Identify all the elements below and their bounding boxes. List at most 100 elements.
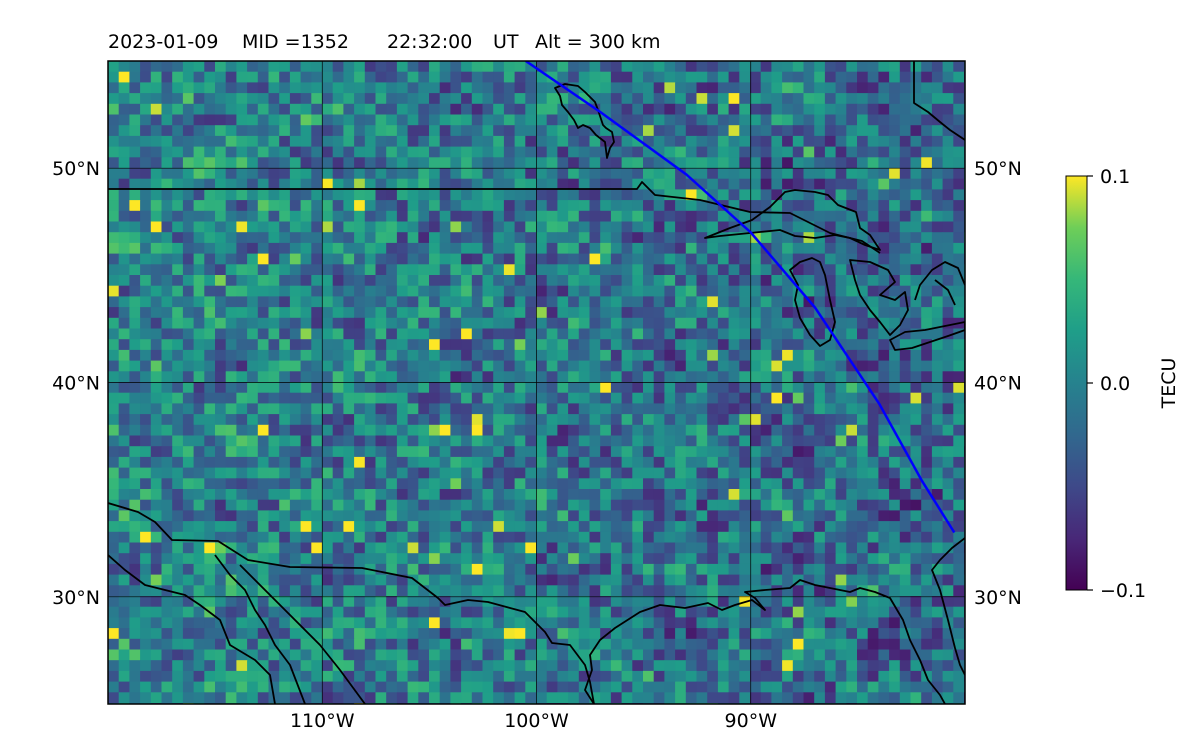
tec-cell	[675, 296, 687, 308]
tec-cell	[182, 114, 195, 126]
tec-cell	[364, 542, 376, 554]
lake-huron	[849, 259, 909, 336]
tec-cell	[215, 467, 227, 479]
tec-cell	[247, 681, 259, 693]
tec-cell	[375, 510, 387, 522]
tec-cell	[771, 606, 783, 618]
tec-cell	[482, 103, 494, 115]
tec-cell	[407, 638, 419, 650]
tec-cell	[429, 446, 441, 458]
tec-cell	[546, 392, 558, 404]
tec-cell	[493, 424, 505, 436]
tec-cell	[728, 360, 740, 372]
tec-cell	[375, 189, 387, 201]
tec-cell	[632, 146, 644, 158]
tec-cell	[300, 168, 312, 180]
tec-cell	[493, 542, 505, 554]
tec-cell	[364, 670, 376, 683]
tec-cell	[129, 424, 141, 436]
tec-cell	[150, 296, 162, 308]
tec-cell	[568, 456, 580, 469]
tec-cell	[675, 168, 687, 180]
tec-cell	[889, 296, 901, 308]
tec-cell	[247, 435, 259, 447]
tec-cell	[439, 499, 451, 511]
tec-cell	[364, 317, 376, 329]
tec-cell	[600, 467, 612, 479]
tec-cell	[557, 446, 569, 458]
tec-cell	[161, 296, 173, 308]
title-mid: MID =1352	[242, 31, 349, 53]
tec-cell	[204, 617, 216, 629]
tec-cell	[182, 499, 195, 511]
tec-cell	[482, 499, 494, 511]
tec-cell	[129, 285, 141, 297]
tec-cell	[236, 424, 248, 436]
tec-cell	[375, 617, 387, 629]
tec-cell	[857, 307, 869, 319]
tec-cell	[685, 360, 697, 372]
tec-cell	[536, 296, 548, 308]
tec-cell	[268, 189, 280, 201]
tec-cell	[289, 596, 302, 608]
tec-cell	[407, 617, 419, 629]
tec-cell	[268, 681, 280, 693]
tec-cell	[899, 200, 911, 212]
tec-cell	[247, 499, 259, 511]
tec-cell	[236, 135, 248, 148]
tec-cell	[760, 435, 772, 447]
tec-cell	[653, 253, 665, 265]
tec-cell	[343, 82, 355, 94]
tec-cell	[525, 392, 537, 404]
tec-cell	[439, 467, 451, 479]
tec-cell	[236, 61, 248, 73]
tec-cell	[664, 531, 676, 543]
tec-cell	[204, 264, 216, 276]
tec-cell	[857, 521, 869, 533]
tec-cell	[300, 628, 312, 640]
tec-cell	[921, 456, 933, 469]
tec-cell	[771, 328, 783, 340]
tec-cell	[760, 146, 772, 158]
tec-cell	[311, 617, 323, 629]
tec-cell	[215, 499, 227, 511]
tec-cell	[610, 253, 623, 265]
tec-cell	[643, 424, 655, 436]
tec-cell	[782, 285, 794, 297]
gulf-coast	[584, 579, 946, 704]
tec-cell	[429, 489, 441, 501]
tec-cell	[236, 71, 248, 83]
atlantic-coast	[931, 537, 965, 676]
tec-cell	[268, 253, 280, 265]
tec-cell	[182, 670, 195, 683]
tec-cell	[375, 82, 387, 94]
tec-cell	[386, 424, 398, 436]
tec-cell	[429, 317, 441, 329]
tec-cell	[375, 296, 387, 308]
tec-cell	[750, 93, 762, 105]
tec-cell	[118, 478, 130, 490]
tec-cell	[396, 478, 409, 490]
tec-cell	[172, 585, 184, 597]
tec-cell	[247, 189, 259, 201]
tec-cell	[514, 157, 526, 169]
tec-cell	[525, 414, 537, 426]
tec-cell	[493, 296, 505, 308]
tec-cell	[461, 585, 473, 597]
tec-cell	[514, 221, 526, 233]
tec-cell	[247, 93, 259, 105]
tec-cell	[354, 681, 366, 693]
tec-cell	[396, 307, 409, 319]
tec-cell	[857, 510, 869, 522]
tec-cell	[386, 435, 398, 447]
tec-cell	[461, 264, 473, 276]
tec-cell	[675, 307, 687, 319]
tec-cell	[696, 456, 708, 469]
tec-cell	[172, 670, 184, 683]
tec-cell	[568, 553, 580, 565]
tec-cell	[921, 221, 933, 233]
tec-cell	[899, 478, 911, 490]
tec-cell	[685, 585, 697, 597]
tec-cell	[664, 660, 676, 672]
tec-cell	[396, 553, 409, 565]
